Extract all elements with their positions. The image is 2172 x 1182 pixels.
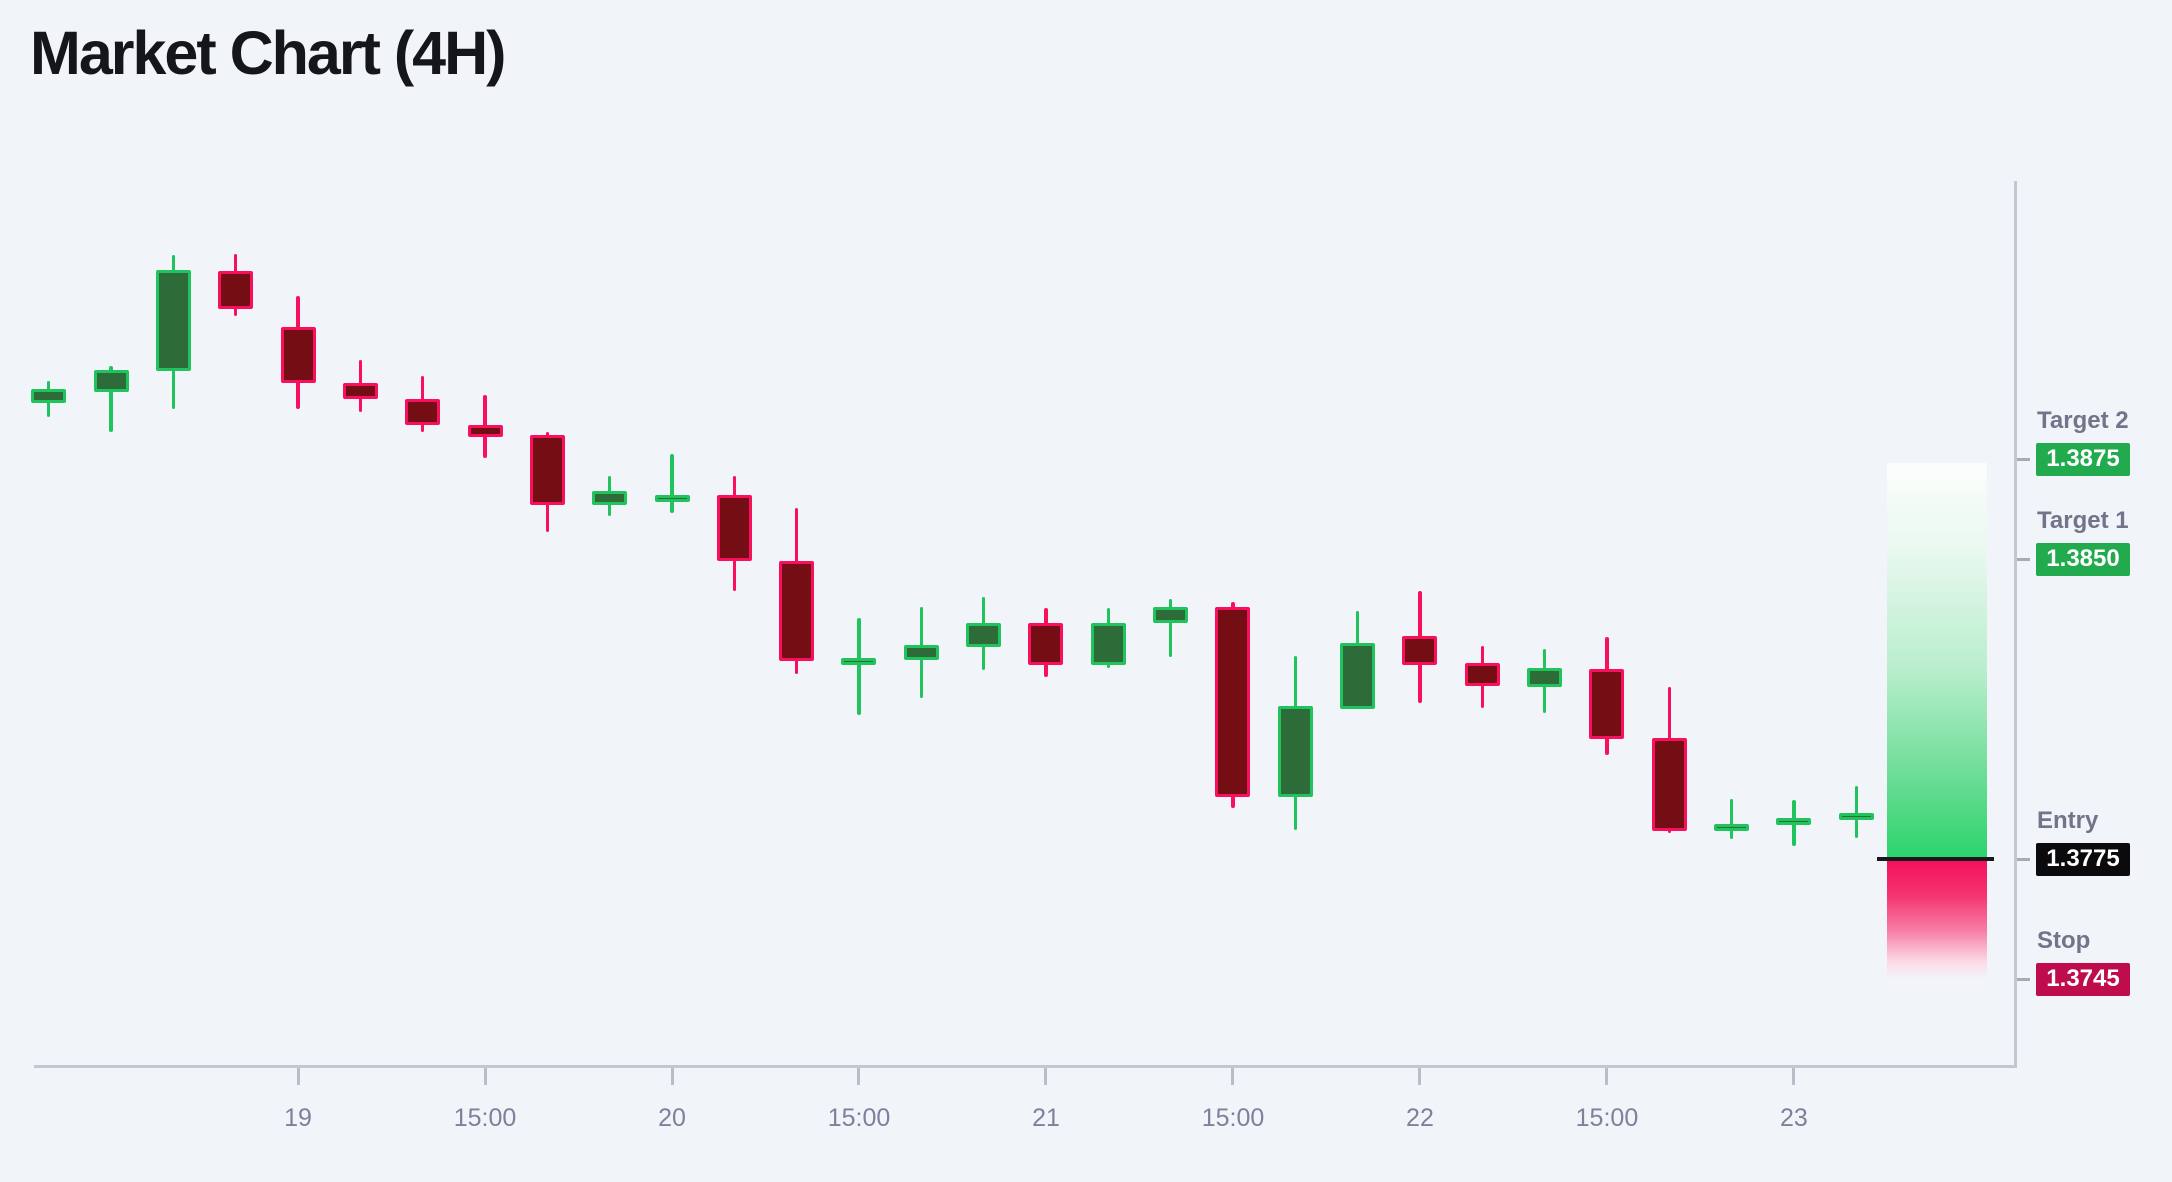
level-label: Entry xyxy=(2037,807,2099,834)
time-tick-label: 22 xyxy=(1406,1104,1434,1132)
bearish-candle xyxy=(779,561,815,661)
time-tick-label: 15:00 xyxy=(453,1104,517,1132)
bullish-candle xyxy=(1527,667,1563,687)
bullish-candle xyxy=(1776,817,1812,825)
bearish-candle xyxy=(716,495,752,561)
candle-wick xyxy=(670,453,674,513)
bullish-candle xyxy=(1340,643,1376,709)
price-badge: 1.3775 xyxy=(2036,842,2130,876)
time-axis-line xyxy=(34,1065,2017,1068)
bullish-candle xyxy=(1153,607,1189,623)
level-label: Stop xyxy=(2037,927,2091,954)
bearish-candle xyxy=(1464,663,1500,686)
level-label: Target 1 xyxy=(2037,507,2129,534)
candle-wick xyxy=(1168,599,1173,657)
bullish-candle xyxy=(654,495,690,502)
time-tick-label: 15:00 xyxy=(1201,1104,1265,1132)
bearish-candle xyxy=(1651,737,1687,831)
time-tick-label: 15:00 xyxy=(827,1104,891,1132)
bearish-candle xyxy=(1215,607,1251,797)
candle-wick xyxy=(857,617,861,715)
bearish-candle xyxy=(1589,669,1625,739)
bearish-candle xyxy=(529,435,565,505)
time-tick xyxy=(1231,1068,1235,1085)
price-axis-tick xyxy=(2017,557,2030,561)
price-axis-tick xyxy=(2017,857,2030,861)
level-label: Target 2 xyxy=(2037,407,2129,434)
time-tick-label: 23 xyxy=(1780,1104,1808,1132)
bearish-candle xyxy=(280,327,316,383)
price-badge: 1.3875 xyxy=(2036,442,2130,476)
time-tick xyxy=(857,1068,861,1085)
bullish-candle xyxy=(155,269,191,371)
candle-wick xyxy=(1854,785,1859,838)
bearish-candle xyxy=(405,399,441,425)
candle-wick xyxy=(109,365,113,432)
time-tick xyxy=(1044,1068,1048,1085)
bullish-candle xyxy=(592,491,628,505)
time-tick-label: 21 xyxy=(1032,1104,1060,1132)
page-title: Market Chart (4H) xyxy=(30,19,506,87)
entry-line xyxy=(1877,857,1994,861)
bearish-candle xyxy=(218,271,254,309)
bullish-candle xyxy=(1090,623,1126,665)
price-axis-line xyxy=(2014,181,2017,1068)
target-zone xyxy=(1887,463,1987,859)
time-tick-label: 15:00 xyxy=(1575,1104,1639,1132)
bullish-candle xyxy=(1714,823,1750,831)
candle-wick xyxy=(1729,799,1734,839)
bullish-candle xyxy=(31,389,67,403)
time-tick xyxy=(1418,1068,1422,1085)
bearish-candle xyxy=(1028,623,1064,665)
bullish-candle xyxy=(841,657,877,665)
price-axis-tick xyxy=(2017,977,2030,981)
time-tick xyxy=(670,1068,674,1085)
price-badge: 1.3745 xyxy=(2036,962,2130,996)
bearish-candle xyxy=(342,383,378,399)
bullish-candle xyxy=(903,645,939,660)
price-axis-tick xyxy=(2017,457,2030,461)
bullish-candle xyxy=(1838,813,1874,820)
time-tick xyxy=(1792,1068,1796,1085)
time-tick xyxy=(1605,1068,1609,1085)
time-tick-label: 19 xyxy=(284,1104,312,1132)
price-badge: 1.3850 xyxy=(2036,542,2130,576)
stop-zone xyxy=(1887,859,1987,979)
bullish-candle xyxy=(93,369,129,392)
bearish-candle xyxy=(467,425,503,437)
time-tick xyxy=(296,1068,300,1085)
time-tick xyxy=(483,1068,487,1085)
time-tick-label: 20 xyxy=(658,1104,686,1132)
bullish-candle xyxy=(966,623,1002,647)
bullish-candle xyxy=(1277,705,1313,797)
bearish-candle xyxy=(1402,635,1438,665)
